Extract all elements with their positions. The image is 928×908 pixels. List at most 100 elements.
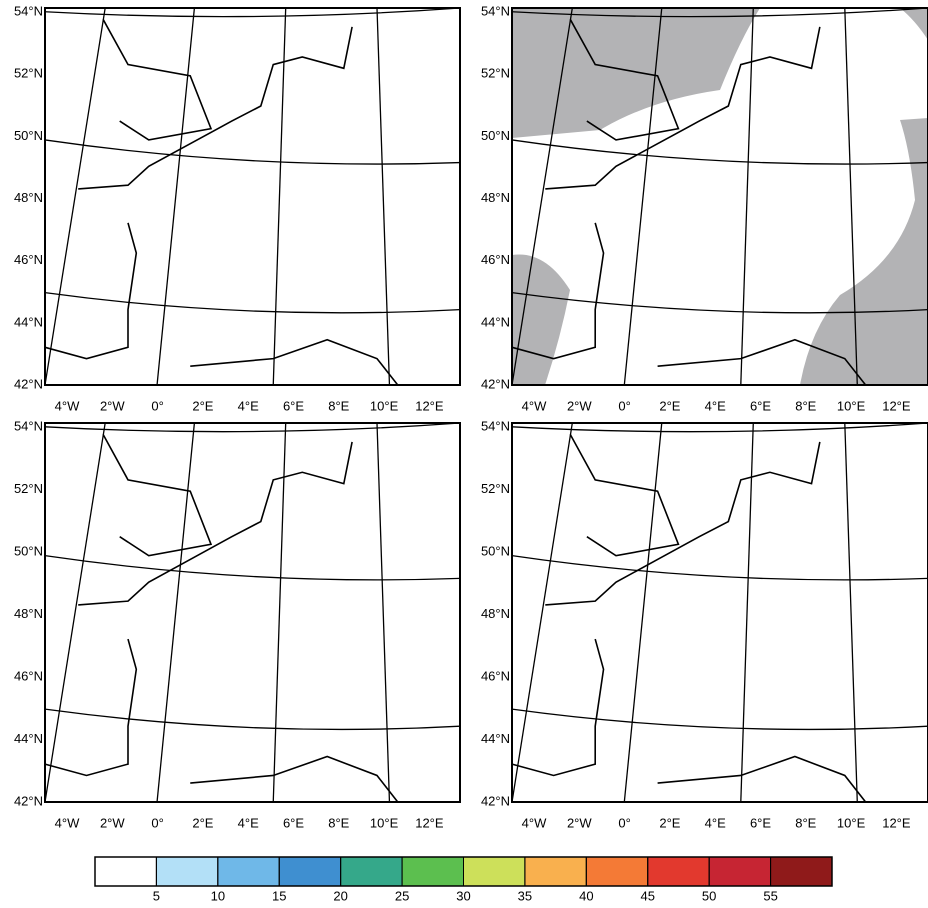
lat-label: 52°N <box>481 66 510 81</box>
lon-label: 10°E <box>370 398 399 413</box>
coastline <box>102 18 213 141</box>
lat-label: 48°N <box>14 190 43 205</box>
colorbar-label: 55 <box>763 888 777 903</box>
lon-label: 2°E <box>659 398 680 413</box>
graticule <box>44 555 461 581</box>
lat-label: 52°N <box>481 481 510 496</box>
lon-label: 12°E <box>882 398 911 413</box>
coastline <box>44 222 138 360</box>
lat-label: 44°N <box>14 731 43 746</box>
colorbar-label: 5 <box>153 888 160 903</box>
lon-label: 0° <box>151 398 163 413</box>
graticule <box>740 7 754 386</box>
lon-label: 2°W <box>567 815 592 830</box>
lon-label: 0° <box>151 815 163 830</box>
colorbar-box <box>647 856 710 887</box>
colorbar-box <box>340 856 403 887</box>
lat-label: 50°N <box>14 543 43 558</box>
graticule <box>623 422 663 803</box>
graticule <box>44 291 461 314</box>
graticule <box>844 422 858 803</box>
colorbar-label: 15 <box>272 888 286 903</box>
map-frame <box>511 7 928 386</box>
coastline <box>569 433 680 557</box>
graticule <box>272 422 287 803</box>
lon-label: 4°W <box>55 815 80 830</box>
graticule <box>156 422 196 803</box>
colorbar-box <box>278 856 342 887</box>
colorbar-box <box>94 856 157 887</box>
lat-label: 54°N <box>14 418 43 433</box>
coastline <box>545 26 821 190</box>
coastline <box>545 441 821 606</box>
map-panel: 54°N 52°N 50°N 48°N 46°N 44°N 42°N 4°W 2°W 0° 2°E 4… <box>14 3 461 413</box>
lon-label: 6°E <box>750 398 771 413</box>
lon-label: 2°W <box>567 398 592 413</box>
lon-label: 4°E <box>238 815 259 830</box>
lat-label: 44°N <box>14 314 43 329</box>
lon-label: 2°E <box>659 815 680 830</box>
lon-label: 4°W <box>55 398 80 413</box>
lon-label: 4°W <box>522 398 547 413</box>
map-panel: 54°N 52°N 50°N 48°N 46°N 44°N 42°N 4°W 2°W 0° 2°E 4… <box>481 3 928 413</box>
colorbar-label: 20 <box>333 888 347 903</box>
lon-label: 2°W <box>100 815 125 830</box>
graticule <box>44 422 461 433</box>
lon-label: 2°W <box>100 398 125 413</box>
lat-label: 42°N <box>14 793 43 808</box>
lat-label: 44°N <box>481 731 510 746</box>
lon-label: 4°E <box>238 398 259 413</box>
lat-label: 50°N <box>14 128 43 143</box>
graticule <box>376 422 391 803</box>
lon-label: 10°E <box>837 815 866 830</box>
coastline <box>44 638 138 777</box>
map-panel: 54°N 52°N 50°N 48°N 46°N 44°N 42°N 4°W 2°W 0° 2°E 4… <box>14 418 461 830</box>
coastline <box>102 433 213 557</box>
graticule <box>740 422 754 803</box>
lon-label: 4°E <box>705 398 726 413</box>
lat-label: 46°N <box>481 668 510 683</box>
graticule <box>44 422 106 803</box>
coastline <box>511 222 605 360</box>
graticule <box>44 708 461 731</box>
colorbar-box <box>155 856 219 887</box>
graticule <box>844 7 858 386</box>
graticule <box>376 7 391 386</box>
lon-label: 4°W <box>522 815 547 830</box>
lon-label: 8°E <box>328 398 349 413</box>
lon-label: 2°E <box>192 398 213 413</box>
lon-label: 12°E <box>415 815 444 830</box>
graticule <box>511 7 928 18</box>
lat-label: 54°N <box>14 3 43 18</box>
colorbar-label: 25 <box>395 888 409 903</box>
lat-label: 48°N <box>481 190 510 205</box>
map-frame <box>44 422 461 803</box>
lon-label: 8°E <box>795 815 816 830</box>
colorbar-box <box>217 856 280 887</box>
graticule <box>511 291 928 314</box>
coastline <box>511 638 605 777</box>
lat-label: 50°N <box>481 543 510 558</box>
graticule <box>511 422 573 803</box>
coastline <box>657 338 867 386</box>
lat-label: 54°N <box>481 3 510 18</box>
graticule <box>44 139 461 165</box>
colorbar-label: 30 <box>456 888 470 903</box>
colorbar-label: 40 <box>579 888 593 903</box>
colorbar-label: 50 <box>702 888 716 903</box>
coastline <box>78 441 353 606</box>
lat-label: 52°N <box>14 481 43 496</box>
colorbar-box <box>401 856 465 887</box>
lat-label: 54°N <box>481 418 510 433</box>
graticule <box>156 7 196 386</box>
colorbar-label: 35 <box>518 888 532 903</box>
colorbar-label: 10 <box>211 888 225 903</box>
coastline <box>657 755 867 803</box>
lon-label: 6°E <box>283 815 304 830</box>
graticule <box>511 139 928 165</box>
colorbar-box <box>585 856 649 887</box>
coastline <box>569 18 680 141</box>
lon-label: 8°E <box>795 398 816 413</box>
lon-label: 12°E <box>882 815 911 830</box>
